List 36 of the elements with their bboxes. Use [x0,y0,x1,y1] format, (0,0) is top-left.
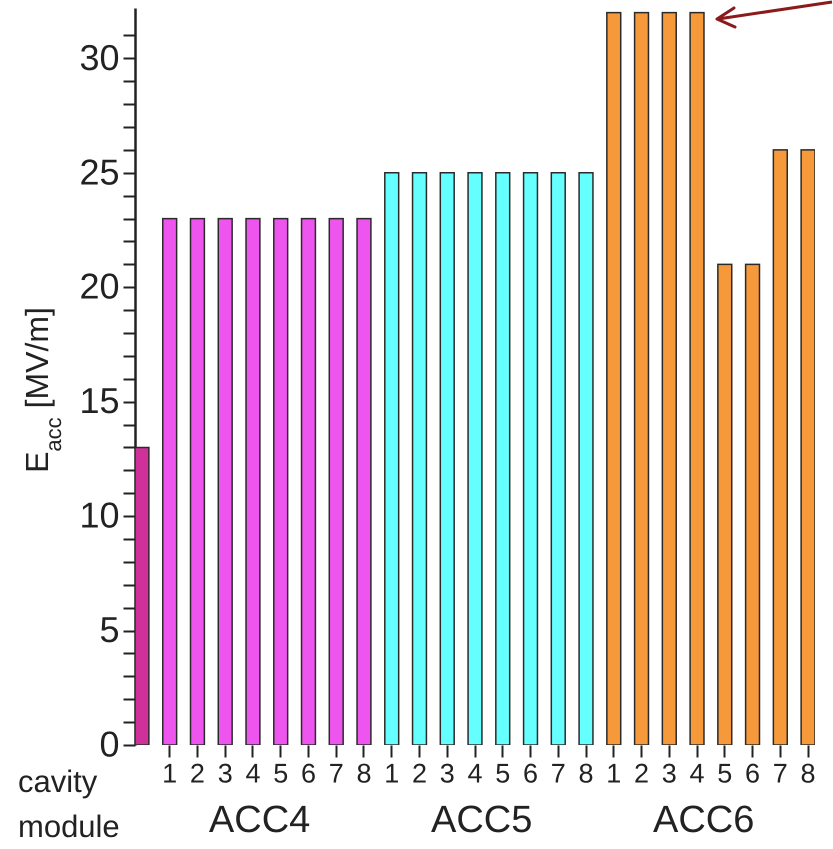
y-tick-label: 25 [79,151,120,192]
legend-label: ACC5 [430,799,532,841]
x-tick-label: 3 [218,758,233,788]
y-tick-label: 15 [79,380,120,422]
x-tick-label: 5 [273,758,288,788]
y-tick-label: 30 [79,36,120,78]
text: cavity [18,764,98,799]
x-tick-label: 4 [690,758,705,788]
x-tick-label: 2 [634,758,650,788]
y-tick-label: 20 [79,266,120,307]
x-tick-label: 2 [412,758,428,788]
x-tick-label: 1 [606,758,622,788]
legend-label: ACC4 [208,799,310,841]
x-tick-label: 1 [384,758,400,788]
x-tick-label: 6 [300,758,316,788]
x-tick-label: 7 [772,758,788,788]
x-tick-label: 7 [328,758,344,788]
text: module [18,809,120,844]
x-tick-label: 4 [245,758,260,788]
y-tick-label: 0 [99,724,120,764]
x-tick-label: 6 [745,758,760,788]
x-tick-label: 8 [578,758,594,788]
x-tick-label: 7 [550,758,566,788]
x-tick-label: 1 [162,758,178,788]
x-tick-label: 8 [356,758,372,788]
legend-label: ACC6 [653,799,754,841]
x-tick-label: 3 [662,758,677,788]
x-tick-label: 3 [440,758,455,788]
y-tick-label: 10 [79,494,120,536]
x-tick-label: 5 [495,758,510,788]
x-tick-label: 6 [522,758,538,788]
y-tick-label: 5 [99,609,120,650]
x-tick-label: 2 [190,758,205,788]
x-tick-label: 8 [800,758,816,788]
x-tick-label: 4 [467,758,483,788]
x-tick-label: 5 [717,758,732,788]
